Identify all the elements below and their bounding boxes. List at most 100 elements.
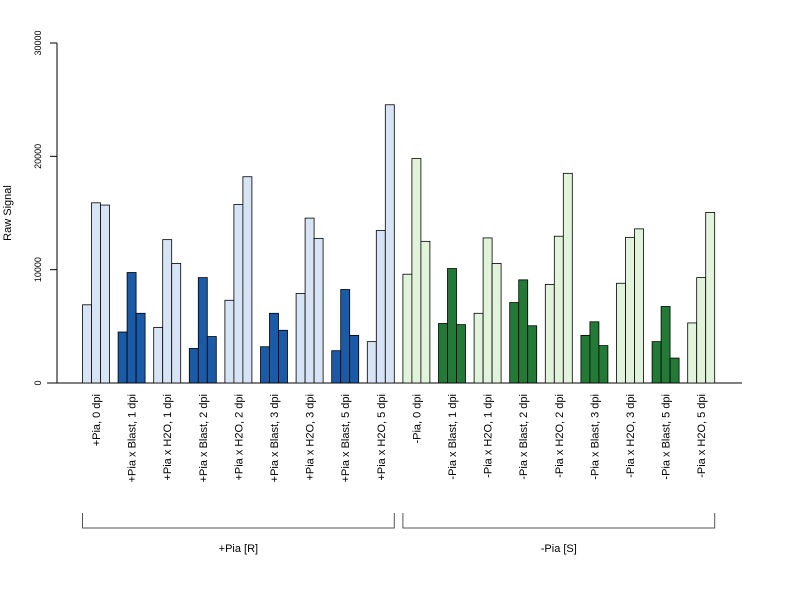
y-tick-label: 20000 bbox=[33, 144, 43, 169]
bracket-line bbox=[402, 513, 716, 529]
bar bbox=[616, 282, 626, 384]
bar-group bbox=[473, 237, 502, 384]
bar bbox=[651, 341, 662, 384]
bar bbox=[660, 306, 671, 384]
bar bbox=[482, 237, 493, 384]
bar bbox=[91, 202, 101, 384]
bar bbox=[491, 263, 502, 384]
bar bbox=[188, 348, 199, 384]
bar bbox=[553, 235, 564, 384]
bar bbox=[349, 334, 360, 384]
bar bbox=[687, 322, 698, 384]
bar bbox=[224, 299, 235, 384]
bar-group bbox=[224, 176, 253, 384]
bars bbox=[82, 104, 716, 384]
bar bbox=[420, 240, 431, 384]
group-label: -Pia [S] bbox=[541, 543, 577, 555]
bar bbox=[598, 345, 609, 384]
bar-group bbox=[580, 321, 609, 384]
x-tick-label: +Pia, 0 dpi bbox=[91, 394, 103, 446]
bar bbox=[375, 230, 386, 384]
bar-group bbox=[153, 239, 182, 384]
bar-group bbox=[651, 306, 680, 384]
bar bbox=[171, 263, 182, 384]
x-tick-label: +Pia x H2O, 3 dpi bbox=[305, 394, 317, 481]
bar bbox=[402, 273, 413, 384]
x-tick-label: +Pia x Blast, 5 dpi bbox=[340, 394, 352, 482]
bar bbox=[625, 236, 635, 384]
x-tick-label: -Pia x Blast, 5 dpi bbox=[661, 394, 673, 480]
bar-group bbox=[616, 228, 644, 384]
bar bbox=[100, 204, 110, 384]
x-tick-label: -Pia x H2O, 3 dpi bbox=[625, 394, 637, 478]
bar-group bbox=[402, 158, 431, 384]
bar bbox=[269, 312, 279, 384]
bar-group bbox=[82, 202, 110, 384]
bar-group bbox=[331, 289, 360, 384]
x-tick-label: +Pia x H2O, 5 dpi bbox=[376, 394, 388, 481]
bar bbox=[197, 277, 208, 384]
group-label: +Pia [R] bbox=[219, 543, 258, 555]
bar bbox=[153, 327, 164, 384]
bar bbox=[366, 341, 377, 384]
bar bbox=[304, 217, 315, 384]
x-tick-labels: +Pia, 0 dpi +Pia x Blast, 1 dpi +Pia x H2O… bbox=[91, 394, 708, 482]
x-tick-label: -Pia, 0 dpi bbox=[411, 394, 423, 444]
bar-group bbox=[438, 268, 466, 384]
bar bbox=[669, 357, 680, 384]
x-tick-label: +Pia x Blast, 3 dpi bbox=[269, 394, 281, 482]
bar bbox=[242, 176, 253, 384]
bar-group bbox=[117, 272, 146, 384]
bar-group bbox=[544, 172, 573, 384]
bar-group bbox=[366, 104, 395, 384]
bar bbox=[411, 158, 422, 384]
bar bbox=[295, 293, 306, 384]
bar-group bbox=[188, 277, 217, 384]
bar bbox=[518, 279, 529, 384]
bar bbox=[509, 302, 520, 384]
bar-group bbox=[260, 312, 288, 384]
x-tick-label: -Pia x H2O, 1 dpi bbox=[483, 394, 495, 478]
bar bbox=[696, 277, 707, 384]
bar bbox=[705, 212, 716, 384]
bar bbox=[589, 321, 600, 384]
y-tick-label: 30000 bbox=[33, 30, 43, 55]
bar bbox=[447, 268, 457, 384]
x-tick-label: -Pia x H2O, 2 dpi bbox=[554, 394, 566, 478]
bar bbox=[456, 324, 466, 384]
y-tick-label: 10000 bbox=[33, 257, 43, 282]
bar-group bbox=[509, 279, 538, 384]
bar bbox=[278, 329, 288, 384]
group-brackets: +Pia [R] -Pia [S] bbox=[82, 513, 716, 555]
bar bbox=[82, 304, 92, 384]
bar bbox=[331, 350, 342, 384]
bar bbox=[162, 239, 173, 384]
bar-group bbox=[687, 212, 716, 384]
x-tick-label: +Pia x H2O, 1 dpi bbox=[162, 394, 174, 481]
bar bbox=[313, 238, 324, 384]
bracket-line bbox=[82, 513, 395, 529]
x-tick-label: -Pia x H2O, 5 dpi bbox=[696, 394, 708, 478]
y-axis-title: Raw Signal bbox=[2, 185, 14, 241]
bar bbox=[233, 204, 244, 384]
bar bbox=[126, 272, 137, 384]
x-tick-label: +Pia x H2O, 2 dpi bbox=[233, 394, 245, 481]
group-bracket: -Pia [S] bbox=[402, 513, 716, 555]
bar bbox=[580, 334, 591, 384]
bar-group bbox=[295, 217, 324, 384]
bar bbox=[340, 289, 351, 384]
bar bbox=[384, 104, 395, 384]
bar bbox=[206, 336, 217, 384]
x-tick-label: -Pia x Blast, 2 dpi bbox=[518, 394, 530, 480]
y-tick-label: 0 bbox=[33, 380, 43, 385]
bar bbox=[135, 312, 146, 384]
x-tick-label: -Pia x Blast, 3 dpi bbox=[589, 394, 601, 480]
x-tick-label: +Pia x Blast, 2 dpi bbox=[198, 394, 210, 482]
bar bbox=[544, 283, 555, 384]
bar bbox=[260, 346, 270, 384]
x-tick-label: -Pia x Blast, 1 dpi bbox=[447, 394, 459, 480]
bar bbox=[634, 228, 644, 384]
bar bbox=[117, 331, 128, 384]
